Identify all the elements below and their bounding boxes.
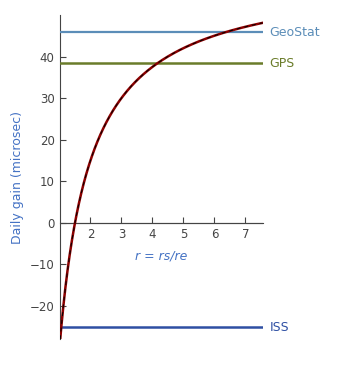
Text: GeoStat: GeoStat	[270, 26, 320, 39]
X-axis label: r = rs/re: r = rs/re	[135, 249, 187, 263]
Y-axis label: Daily gain (microsec): Daily gain (microsec)	[11, 110, 25, 244]
Text: GPS: GPS	[270, 57, 295, 70]
Text: ISS: ISS	[270, 321, 289, 334]
